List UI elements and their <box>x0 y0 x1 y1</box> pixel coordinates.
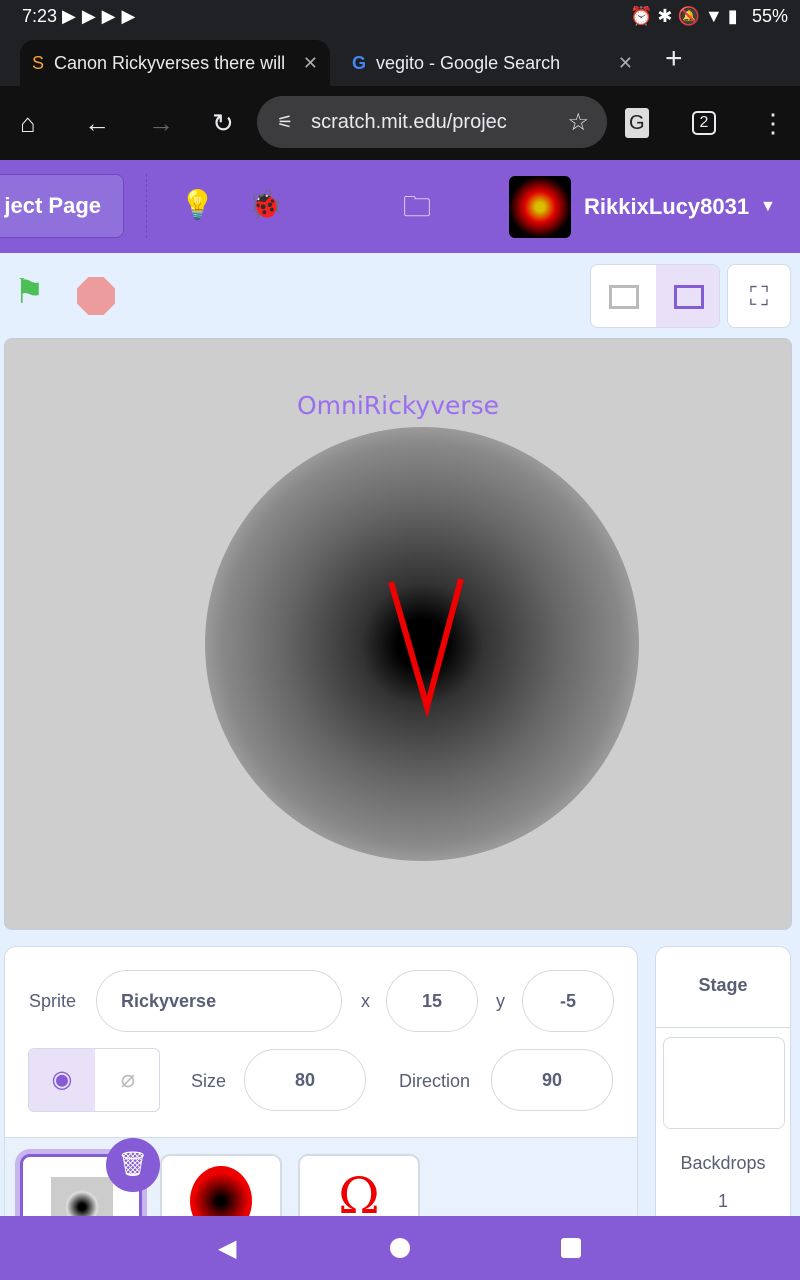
home-nav-icon[interactable] <box>390 1238 410 1258</box>
forward-icon[interactable]: → <box>148 108 174 138</box>
battery-level: 55% <box>752 6 789 26</box>
sprite-label: Sprite <box>29 991 77 1011</box>
google-icon: G <box>352 52 367 73</box>
stage-panel-title: Stage <box>698 975 748 995</box>
stage-canvas[interactable]: OmniRickyverse <box>4 338 792 930</box>
android-nav-bar: ◀ <box>0 1216 800 1280</box>
site-settings-icon[interactable]: ⚟ <box>277 111 294 132</box>
stop-icon[interactable] <box>77 277 115 315</box>
delete-sprite-trash-icon[interactable]: 🗑 <box>106 1138 160 1192</box>
lightbulb-icon[interactable]: 💡 <box>180 189 215 220</box>
small-stage-button[interactable] <box>591 265 656 327</box>
reload-icon[interactable]: ↻ <box>212 108 234 138</box>
visibility-toggle: ◉ ⌀ <box>28 1048 160 1112</box>
fullscreen-button[interactable]: ⛶ <box>727 264 791 328</box>
new-tab-button[interactable]: + <box>665 42 683 75</box>
y-label: y <box>496 991 505 1011</box>
direction-input[interactable]: 90 <box>491 1049 613 1111</box>
v-letter-icon <box>388 578 464 717</box>
back-nav-icon[interactable]: ◀ <box>218 1235 237 1262</box>
system-icons: ⏰ ✱ 🔕 ▼ ▮ <box>630 6 738 26</box>
normal-stage-button[interactable] <box>656 265 719 327</box>
avatar[interactable] <box>509 176 571 238</box>
debug-icon[interactable]: 🐞 <box>248 189 283 220</box>
back-icon[interactable]: ← <box>84 108 110 138</box>
y-input[interactable]: -5 <box>522 970 614 1032</box>
tab-google-search[interactable]: G vegito - Google Search ✕ <box>352 52 633 73</box>
size-input[interactable]: 80 <box>244 1049 366 1111</box>
chevron-down-icon[interactable]: ▼ <box>760 198 776 215</box>
status-bar: 7:23 ▶▶▶▶ ⏰ ✱ 🔕 ▼ ▮ 55% <box>0 0 800 34</box>
recents-nav-icon[interactable] <box>561 1238 581 1258</box>
sprite-rickyverse[interactable] <box>205 427 639 861</box>
tab-strip: S Canon Rickyverses there will ✕ G vegit… <box>0 34 800 86</box>
menu-icon[interactable]: ⋮ <box>760 108 786 138</box>
green-flag-icon[interactable]: ⚑ <box>14 273 45 311</box>
show-sprite-eye-icon[interactable]: ◉ <box>29 1049 95 1111</box>
direction-label: Direction <box>399 1071 471 1091</box>
stage-title-text: OmniRickyverse <box>296 391 500 420</box>
tab-canon-rickyverses[interactable]: S Canon Rickyverses there will ✕ <box>20 40 330 86</box>
translate-icon[interactable]: G <box>625 108 649 138</box>
close-icon[interactable]: ✕ <box>302 52 318 73</box>
stage-size-toggle <box>590 264 720 328</box>
username[interactable]: RikkixLucy8031 <box>584 194 750 219</box>
divider <box>146 174 147 238</box>
scratch-icon: S <box>32 52 45 73</box>
x-label: x <box>361 991 370 1011</box>
scratch-menubar: ject Page 💡 🐞 🗀 RikkixLucy8031 ▼ <box>0 160 800 253</box>
sprite-name-input[interactable]: Rickyverse <box>96 970 342 1032</box>
x-input[interactable]: 15 <box>386 970 478 1032</box>
folder-icon[interactable]: 🗀 <box>403 191 432 222</box>
home-icon[interactable]: ⌂ <box>20 108 36 138</box>
star-icon[interactable]: ☆ <box>567 108 589 136</box>
see-project-page-button[interactable]: ject Page <box>0 174 124 238</box>
browser-toolbar: ⌂ ← → ↻ ⚟ scratch.mit.edu/projec ☆ G 2 ⋮ <box>0 86 800 160</box>
backdrops-count: 1 <box>717 1191 728 1211</box>
address-bar[interactable]: ⚟ scratch.mit.edu/projec ☆ <box>257 96 607 148</box>
stage-panel[interactable]: Stage Backdrops 1 <box>655 946 791 1246</box>
backdrop-thumbnail[interactable] <box>663 1037 785 1129</box>
hide-sprite-eye-icon[interactable]: ⌀ <box>120 1066 136 1093</box>
clock: 7:23 <box>22 6 58 26</box>
close-icon[interactable]: ✕ <box>617 52 633 73</box>
backdrops-label: Backdrops <box>680 1153 766 1173</box>
youtube-notification-icons: ▶▶▶▶ <box>62 6 142 26</box>
tab-switcher-button[interactable]: 2 <box>692 111 716 135</box>
size-label: Size <box>191 1071 227 1091</box>
